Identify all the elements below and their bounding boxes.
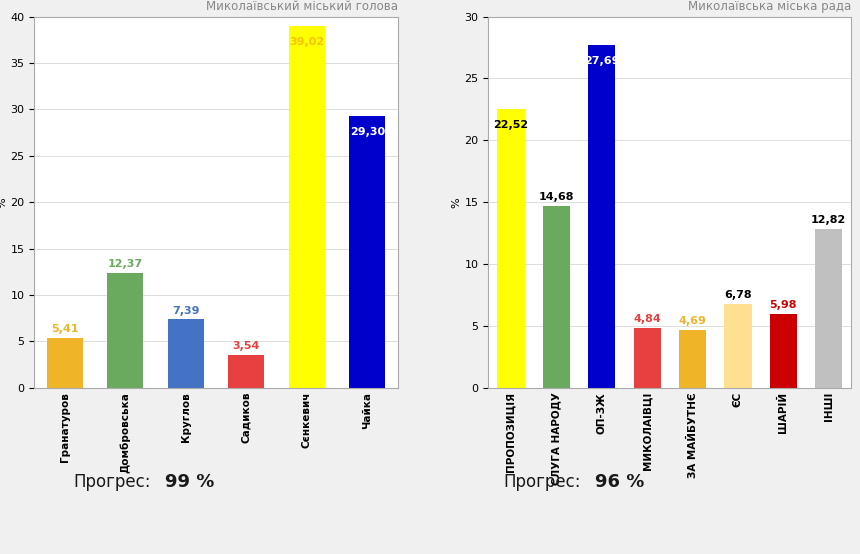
Bar [289, 25, 325, 388]
Y-axis label: %: % [0, 197, 8, 208]
Text: 4,84: 4,84 [633, 314, 661, 324]
Bar [634, 328, 660, 388]
Text: 4,69: 4,69 [679, 316, 706, 326]
Text: 27,69: 27,69 [584, 57, 619, 66]
Text: 39,02: 39,02 [289, 37, 324, 47]
Bar [107, 273, 144, 388]
Text: 12,37: 12,37 [108, 259, 143, 269]
Bar [724, 304, 752, 388]
Text: 99 %: 99 % [164, 473, 214, 491]
Text: 22,52: 22,52 [494, 120, 529, 130]
Text: Прогрес:: Прогрес: [503, 473, 580, 491]
Text: 7,39: 7,39 [172, 305, 200, 316]
Bar [168, 319, 204, 388]
Text: 96 %: 96 % [594, 473, 644, 491]
Text: Миколаївська міська рада: Миколаївська міська рада [688, 0, 851, 13]
Text: Миколаївський міський голова: Миколаївський міський голова [206, 0, 397, 13]
Bar [349, 116, 385, 388]
Bar [46, 337, 83, 388]
Bar [679, 330, 706, 388]
Text: 3,54: 3,54 [232, 341, 260, 351]
Y-axis label: %: % [452, 197, 462, 208]
Bar [543, 206, 570, 388]
Bar [588, 45, 616, 388]
Text: 14,68: 14,68 [538, 192, 574, 202]
Bar [497, 109, 525, 388]
Text: 6,78: 6,78 [724, 290, 752, 300]
Text: 12,82: 12,82 [811, 216, 846, 225]
Bar [815, 229, 842, 388]
Text: 29,30: 29,30 [350, 127, 384, 137]
Bar [770, 314, 797, 388]
Bar [228, 355, 264, 388]
Text: 5,41: 5,41 [51, 324, 78, 334]
Text: 5,98: 5,98 [770, 300, 797, 310]
Text: Прогрес:: Прогрес: [73, 473, 150, 491]
